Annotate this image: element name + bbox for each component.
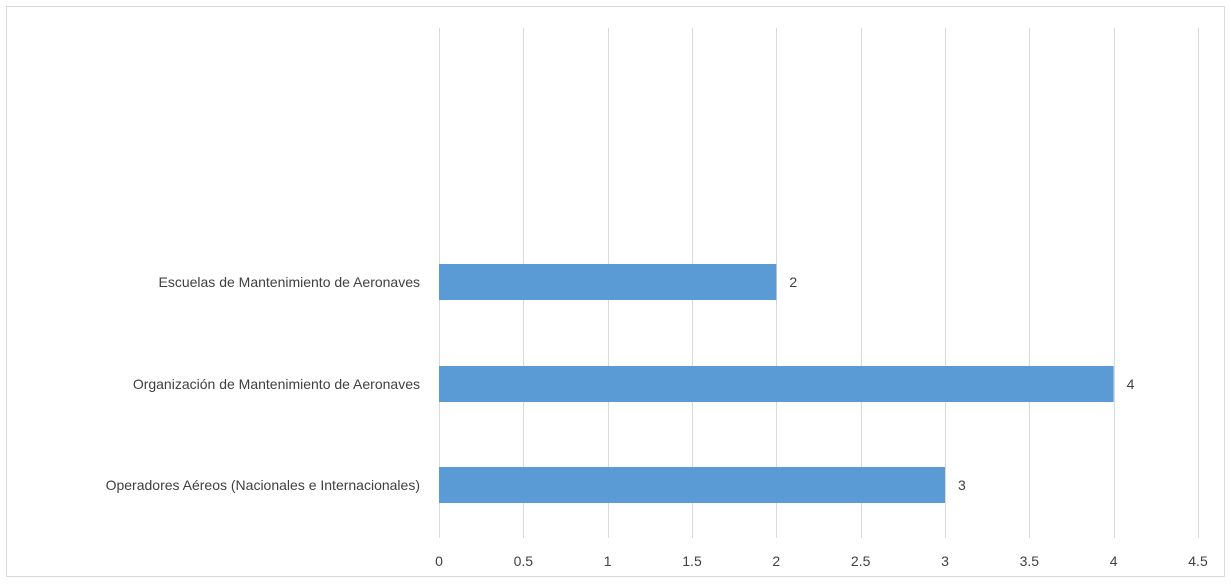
data-labels: 2 4 3 [789, 274, 1134, 493]
bar-value-label: 3 [958, 477, 966, 493]
x-tick-label: 4.5 [1188, 553, 1208, 569]
category-label: Escuelas de Mantenimiento de Aeronaves [159, 274, 421, 290]
bar [439, 264, 777, 300]
bar [439, 366, 1114, 402]
x-tick-label: 4 [1110, 553, 1118, 569]
bar-value-label: 4 [1127, 376, 1135, 392]
x-axis-tick-labels: 0 0.5 1 1.5 2 2.5 3 3.5 4 4.5 [435, 553, 1208, 569]
bar-value-label: 2 [789, 274, 797, 290]
bars [439, 264, 1114, 503]
x-tick-label: 1.5 [682, 553, 702, 569]
x-tick-label: 0.5 [514, 553, 534, 569]
x-tick-label: 1 [604, 553, 612, 569]
category-label: Operadores Aéreos (Nacionales e Internac… [106, 477, 420, 493]
gridlines [439, 28, 1199, 538]
x-tick-label: 2.5 [851, 553, 871, 569]
x-tick-label: 2 [772, 553, 780, 569]
x-tick-label: 3 [941, 553, 949, 569]
category-label: Organización de Mantenimiento de Aeronav… [133, 376, 420, 392]
x-tick-label: 3.5 [1020, 553, 1040, 569]
category-labels: Escuelas de Mantenimiento de Aeronaves Or… [106, 274, 420, 493]
bar [439, 467, 945, 503]
x-tick-label: 0 [435, 553, 443, 569]
